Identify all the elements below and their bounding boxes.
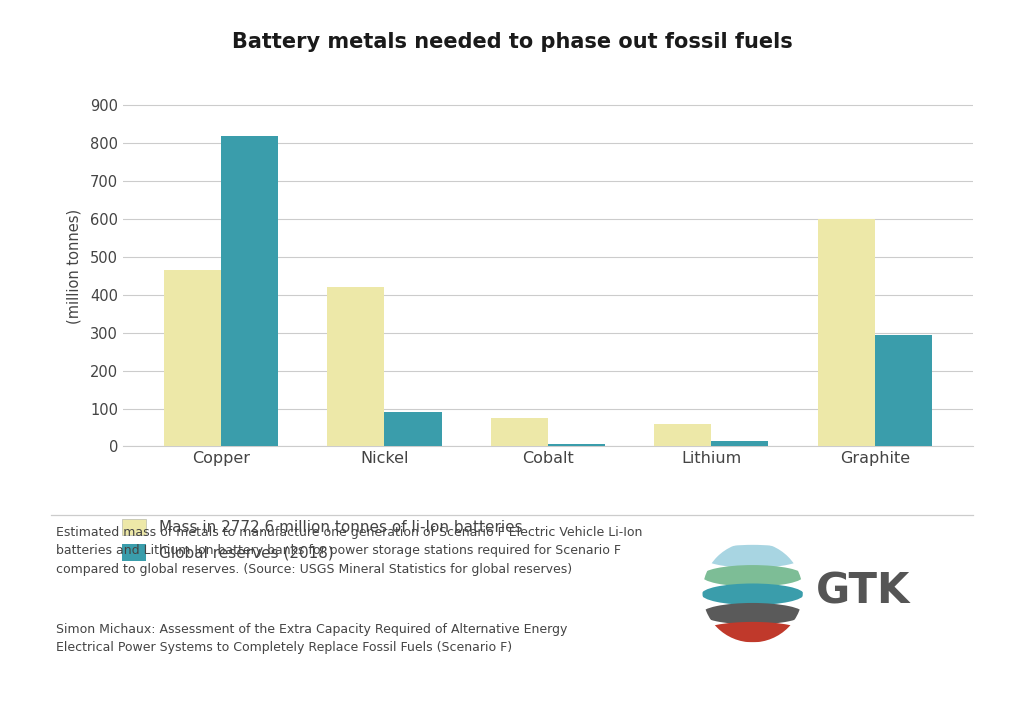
Bar	[221, 135, 279, 446]
Circle shape	[701, 541, 804, 644]
Text: Battery metals needed to phase out fossil fuels: Battery metals needed to phase out fossi…	[231, 32, 793, 53]
Bar	[712, 441, 768, 446]
Ellipse shape	[701, 565, 804, 587]
Ellipse shape	[701, 545, 804, 568]
Ellipse shape	[701, 583, 804, 605]
Bar	[164, 270, 221, 446]
Text: Simon Michaux: Assessment of the Extra Capacity Required of Alternative Energy
E: Simon Michaux: Assessment of the Extra C…	[56, 623, 567, 654]
Ellipse shape	[701, 603, 804, 624]
Bar	[490, 418, 548, 446]
Bar	[548, 444, 605, 446]
Text: Estimated mass of metals to manufacture one generation of Scenario F Electric Ve: Estimated mass of metals to manufacture …	[56, 526, 643, 575]
Legend: Mass in 2772.6 million tonnes of li-Ion batteries, Global reserves (2018): Mass in 2772.6 million tonnes of li-Ion …	[122, 519, 522, 561]
Text: Battery metals needed to phase out fossil fuels: Battery metals needed to phase out fossi…	[231, 32, 793, 53]
Bar	[384, 413, 441, 446]
Y-axis label: (million tonnes): (million tonnes)	[67, 209, 82, 324]
Bar	[328, 287, 384, 446]
Ellipse shape	[701, 622, 804, 642]
Bar	[654, 423, 712, 446]
Text: GTK: GTK	[816, 571, 910, 613]
Bar	[874, 335, 932, 446]
Bar	[817, 219, 874, 446]
